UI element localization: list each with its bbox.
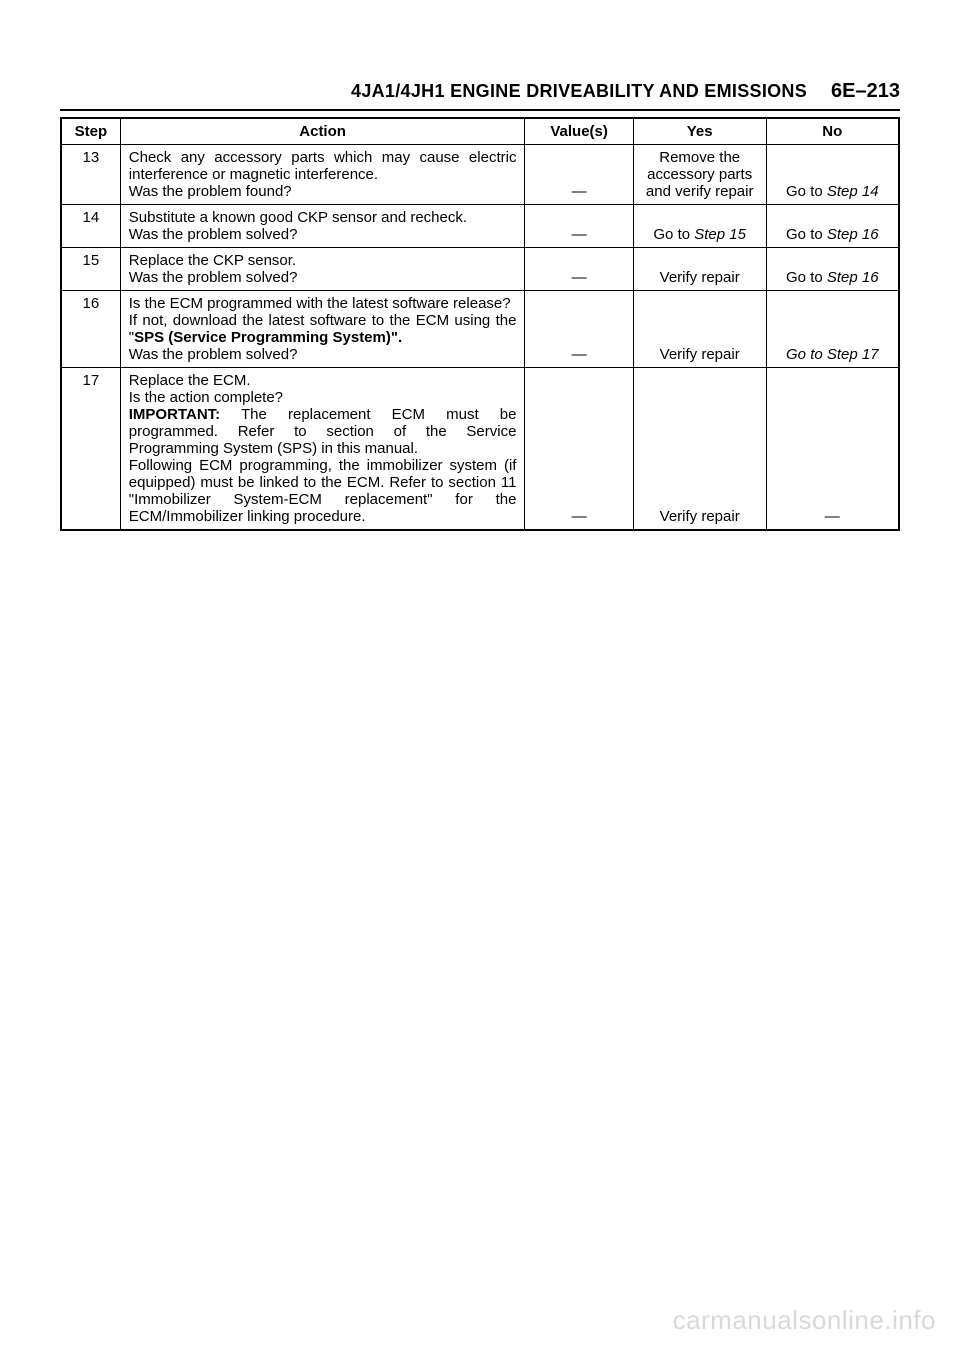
- table-row: 13 Check any accessory parts which may c…: [61, 145, 899, 205]
- cell-yes: Verify repair: [633, 291, 766, 368]
- action-line: Was the problem found?: [129, 183, 517, 200]
- table-row: 15 Replace the CKP sensor. Was the probl…: [61, 248, 899, 291]
- table-row: 17 Replace the ECM. Is the action comple…: [61, 368, 899, 531]
- col-header-yes: Yes: [633, 118, 766, 145]
- no-step: Step 16: [827, 269, 879, 286]
- no-step: Step 16: [827, 226, 879, 243]
- cell-action: Replace the CKP sensor. Was the problem …: [120, 248, 525, 291]
- action-line: Is the action complete?: [129, 389, 517, 406]
- page-header: 4JA1/4JH1 ENGINE DRIVEABILITY AND EMISSI…: [60, 80, 900, 111]
- no-prefix: Go to: [786, 269, 827, 286]
- action-line: If not, download the latest software to …: [129, 312, 517, 346]
- action-line: Was the problem solved?: [129, 226, 517, 243]
- cell-no: Go to Step 17: [766, 291, 899, 368]
- col-header-action: Action: [120, 118, 525, 145]
- cell-values: —: [525, 291, 633, 368]
- cell-action: Check any accessory parts which may caus…: [120, 145, 525, 205]
- cell-no: Go to Step 14: [766, 145, 899, 205]
- cell-values: —: [525, 205, 633, 248]
- table-row: 14 Substitute a known good CKP sensor an…: [61, 205, 899, 248]
- action-line: Check any accessory parts which may caus…: [129, 149, 517, 183]
- cell-yes: Remove the accessory parts and verify re…: [633, 145, 766, 205]
- cell-values: —: [525, 368, 633, 531]
- header-title: 4JA1/4JH1 ENGINE DRIVEABILITY AND EMISSI…: [351, 81, 807, 102]
- page-container: 4JA1/4JH1 ENGINE DRIVEABILITY AND EMISSI…: [0, 0, 960, 1358]
- cell-no: Go to Step 16: [766, 205, 899, 248]
- no-step: Step 14: [827, 183, 879, 200]
- cell-yes: Verify repair: [633, 368, 766, 531]
- action-line: Was the problem solved?: [129, 269, 517, 286]
- cell-action: Is the ECM programmed with the latest so…: [120, 291, 525, 368]
- action-bold: IMPORTANT:: [129, 406, 220, 423]
- action-line: Is the ECM programmed with the latest so…: [129, 295, 517, 312]
- cell-step: 17: [61, 368, 120, 531]
- cell-action: Substitute a known good CKP sensor and r…: [120, 205, 525, 248]
- action-line: IMPORTANT: The replacement ECM must be p…: [129, 406, 517, 457]
- cell-yes: Verify repair: [633, 248, 766, 291]
- table-row: 16 Is the ECM programmed with the latest…: [61, 291, 899, 368]
- no-prefix: Go to: [786, 183, 827, 200]
- yes-prefix: Go to: [653, 226, 694, 243]
- cell-step: 14: [61, 205, 120, 248]
- table-header-row: Step Action Value(s) Yes No: [61, 118, 899, 145]
- col-header-step: Step: [61, 118, 120, 145]
- action-line: Replace the ECM.: [129, 372, 517, 389]
- cell-step: 16: [61, 291, 120, 368]
- cell-no: Go to Step 16: [766, 248, 899, 291]
- cell-step: 15: [61, 248, 120, 291]
- diagnostic-table: Step Action Value(s) Yes No 13 Check any…: [60, 117, 900, 531]
- cell-yes: Go to Step 15: [633, 205, 766, 248]
- action-line: Replace the CKP sensor.: [129, 252, 517, 269]
- action-line: Following ECM programming, the immobiliz…: [129, 457, 517, 525]
- action-line: Was the problem solved?: [129, 346, 517, 363]
- action-bold: SPS (Service Programming System)".: [134, 329, 402, 346]
- header-page-number: 6E–213: [831, 80, 900, 103]
- cell-step: 13: [61, 145, 120, 205]
- yes-step: Step 15: [694, 226, 746, 243]
- no-prefix: Go to: [786, 226, 827, 243]
- col-header-values: Value(s): [525, 118, 633, 145]
- col-header-no: No: [766, 118, 899, 145]
- cell-no: —: [766, 368, 899, 531]
- cell-action: Replace the ECM. Is the action complete?…: [120, 368, 525, 531]
- cell-values: —: [525, 248, 633, 291]
- action-line: Substitute a known good CKP sensor and r…: [129, 209, 517, 226]
- cell-values: —: [525, 145, 633, 205]
